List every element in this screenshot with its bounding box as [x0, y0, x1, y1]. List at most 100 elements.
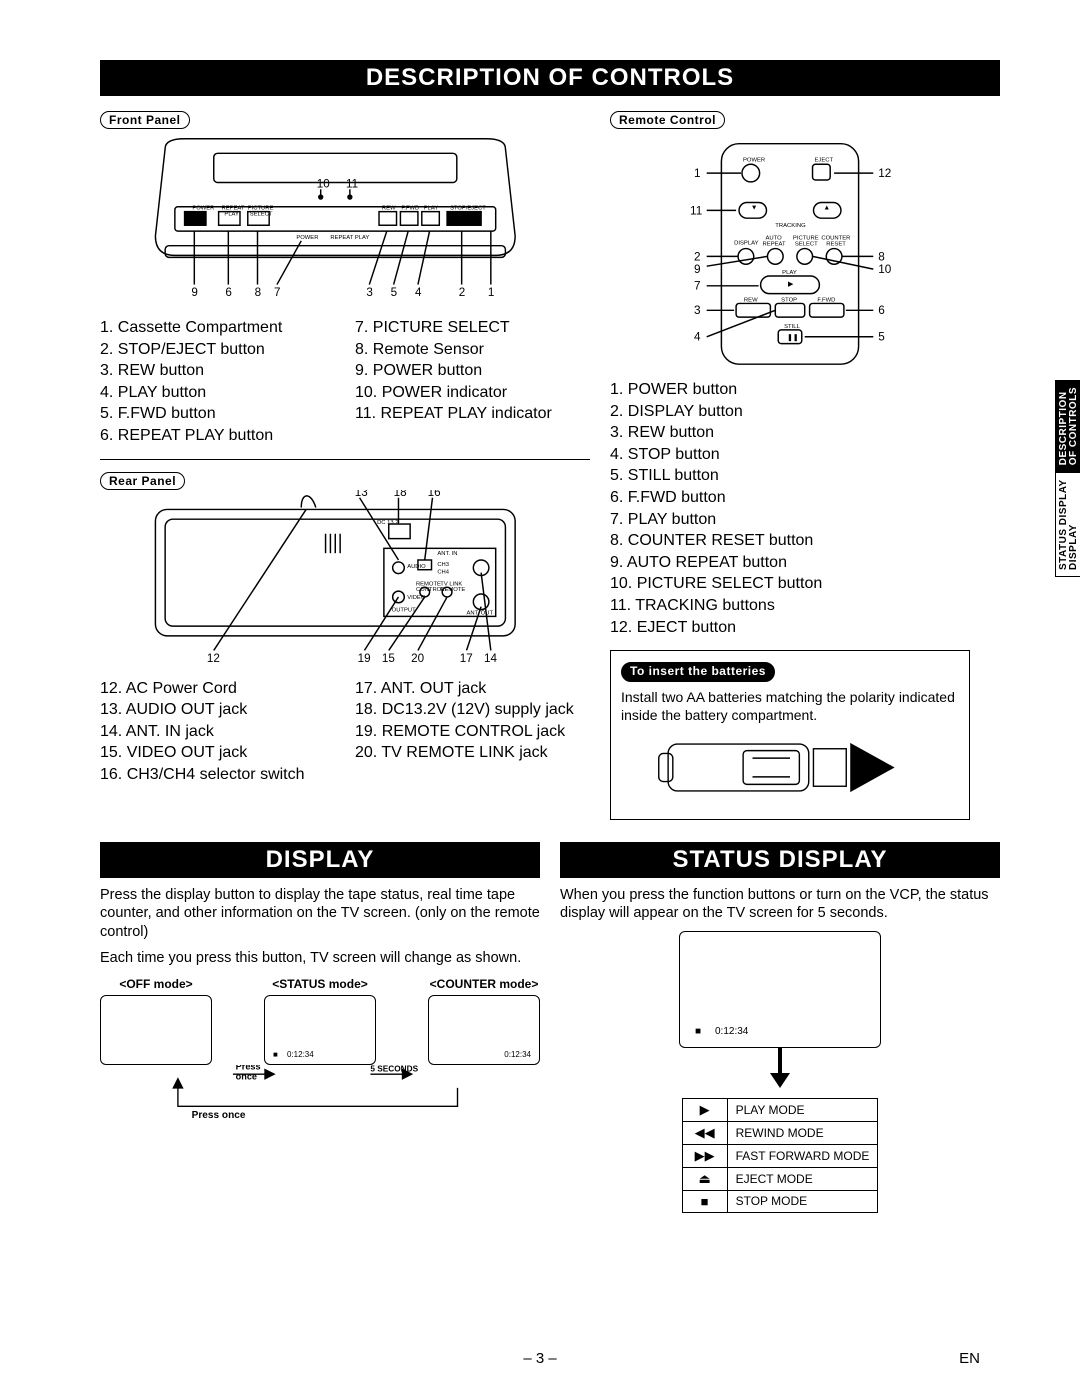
rc-4: 4: [694, 331, 701, 344]
down-arrow-icon: [765, 1048, 795, 1088]
rc-5: 5: [878, 331, 885, 344]
screen-off: [100, 995, 212, 1065]
front-item: 11. REPEAT PLAY indicator: [355, 403, 590, 425]
header-display: DISPLAY: [100, 842, 540, 878]
label-stopeject: STOP/EJECT: [450, 206, 486, 212]
display-para2: Each time you press this button, TV scre…: [100, 949, 540, 967]
callout-14: 14: [484, 652, 497, 665]
callout-19: 19: [358, 652, 371, 665]
press-once-1b: once: [236, 1071, 257, 1081]
rear-item: 16. CH3/CH4 selector switch: [100, 764, 335, 786]
pill-front-panel: Front Panel: [100, 111, 190, 129]
callout-11: 11: [346, 177, 358, 190]
press-once-2: Press once: [192, 1110, 246, 1120]
remote-item: 6. F.FWD button: [610, 487, 970, 509]
callout-20: 20: [411, 652, 424, 665]
rlabel-power: POWER: [743, 157, 765, 163]
battery-text: Install two AA batteries matching the po…: [621, 689, 955, 723]
table-row: ⏏EJECT MODE: [682, 1167, 878, 1190]
front-item: 3. REW button: [100, 360, 335, 382]
sym-stop: ■: [682, 1190, 727, 1212]
front-item: 7. PICTURE SELECT: [355, 317, 590, 339]
status-section: STATUS DISPLAY When you press the functi…: [560, 842, 1000, 1212]
side-tab-description: DESCRIPTION OF CONTROLS: [1055, 380, 1080, 472]
front-panel-legend: 1. Cassette Compartment 2. STOP/EJECT bu…: [100, 317, 590, 447]
display-para1: Press the display button to display the …: [100, 886, 540, 940]
battery-diagram: [621, 730, 959, 805]
callout-8: 8: [255, 286, 261, 299]
remote-item: 5. STILL button: [610, 465, 970, 487]
display-mode-row: <OFF mode> <STATUS mode> ■ 0:12:34 <COUN…: [100, 977, 540, 1065]
rlabel-up: ▲: [823, 204, 830, 211]
callout-6: 6: [225, 286, 231, 299]
label-power-ind: POWER: [296, 235, 318, 241]
screen-counter: 0:12:34: [428, 995, 540, 1065]
label-ffwd-small: F.FWD: [401, 206, 419, 212]
label-ch3: CH3: [437, 561, 449, 567]
front-item: 2. STOP/EJECT button: [100, 339, 335, 361]
rear-item: 14. ANT. IN jack: [100, 721, 335, 743]
label-rew-small: REW: [382, 206, 396, 212]
rc-10: 10: [878, 263, 892, 276]
status-screen: ■ 0:12:34: [679, 931, 881, 1048]
front-panel-diagram: POWER REPEAT PLAY PICTURE SELECT REW F.F…: [100, 129, 590, 304]
rc-11: 11: [690, 204, 702, 217]
remote-item: 12. EJECT button: [610, 617, 970, 639]
rear-item: 20. TV REMOTE LINK jack: [355, 742, 590, 764]
manual-page: DESCRIPTION OF CONTROLS STATUS DISPLAY D…: [0, 0, 1080, 1397]
callout-1: 1: [488, 286, 494, 299]
press-once-1: Press: [236, 1065, 261, 1072]
remote-legend: 1. POWER button 2. DISPLAY button 3. REW…: [610, 379, 970, 638]
remote-item: 1. POWER button: [610, 379, 970, 401]
rear-item: 18. DC13.2V (12V) supply jack: [355, 699, 590, 721]
remote-item: 3. REW button: [610, 422, 970, 444]
callout-17: 17: [460, 652, 473, 665]
status-stop-sym: ■: [695, 1026, 701, 1037]
header-description: DESCRIPTION OF CONTROLS: [100, 60, 1000, 96]
rlabel-playicon: ▶: [788, 281, 794, 288]
status-counter: 0:12:34: [715, 1026, 748, 1037]
label-play2-small: PLAY: [424, 206, 439, 212]
callout-3: 3: [366, 286, 372, 299]
callout-13: 13: [355, 490, 368, 499]
battery-box: To insert the batteries Install two AA b…: [610, 650, 970, 820]
callout-4: 4: [415, 286, 422, 299]
rear-item: 19. REMOTE CONTROL jack: [355, 721, 590, 743]
front-item: 1. Cassette Compartment: [100, 317, 335, 339]
mode-off-label: <OFF mode>: [100, 977, 212, 991]
remote-item: 4. STOP button: [610, 444, 970, 466]
rlabel-down: ▼: [751, 204, 758, 211]
label-play-mode: PLAY MODE: [727, 1098, 878, 1121]
rc-8: 8: [878, 250, 885, 263]
remote-item: 10. PICTURE SELECT button: [610, 573, 970, 595]
callout-12: 12: [207, 652, 220, 665]
callout-7: 7: [274, 286, 280, 299]
label-dc: DC 13.2: [377, 520, 398, 526]
label-ff-mode: FAST FORWARD MODE: [727, 1144, 878, 1167]
front-item: 5. F.FWD button: [100, 403, 335, 425]
rlabel-rew: REW: [744, 297, 758, 303]
rc-9: 9: [694, 263, 701, 276]
rear-item: 13. AUDIO OUT jack: [100, 699, 335, 721]
rc-2: 2: [694, 250, 701, 263]
rlabel-tracking: TRACKING: [775, 223, 806, 229]
sym-eject: ⏏: [682, 1167, 727, 1190]
pill-rear-panel: Rear Panel: [100, 472, 185, 490]
front-item: 4. PLAY button: [100, 382, 335, 404]
sym-ff: ▶▶: [682, 1144, 727, 1167]
rc-7: 7: [694, 280, 701, 293]
rlabel-ffwd: F.FWD: [817, 297, 835, 303]
rear-item: 12. AC Power Cord: [100, 678, 335, 700]
remote-item: 9. AUTO REPEAT button: [610, 552, 970, 574]
front-item: 9. POWER button: [355, 360, 590, 382]
divider: [100, 459, 590, 460]
callout-16: 16: [428, 490, 441, 499]
5seconds: 5 SECONDS: [370, 1065, 418, 1073]
stop-sym: ■: [273, 1050, 278, 1059]
side-tab-status: STATUS DISPLAY DISPLAY: [1055, 472, 1080, 577]
label-stop-mode: STOP MODE: [727, 1190, 878, 1212]
left-column: Front Panel: [100, 111, 590, 820]
display-arrows: Press once 5 SECONDS Press once: [100, 1065, 540, 1120]
callout-10: 10: [317, 177, 330, 190]
counter-val: 0:12:34: [287, 1050, 314, 1059]
